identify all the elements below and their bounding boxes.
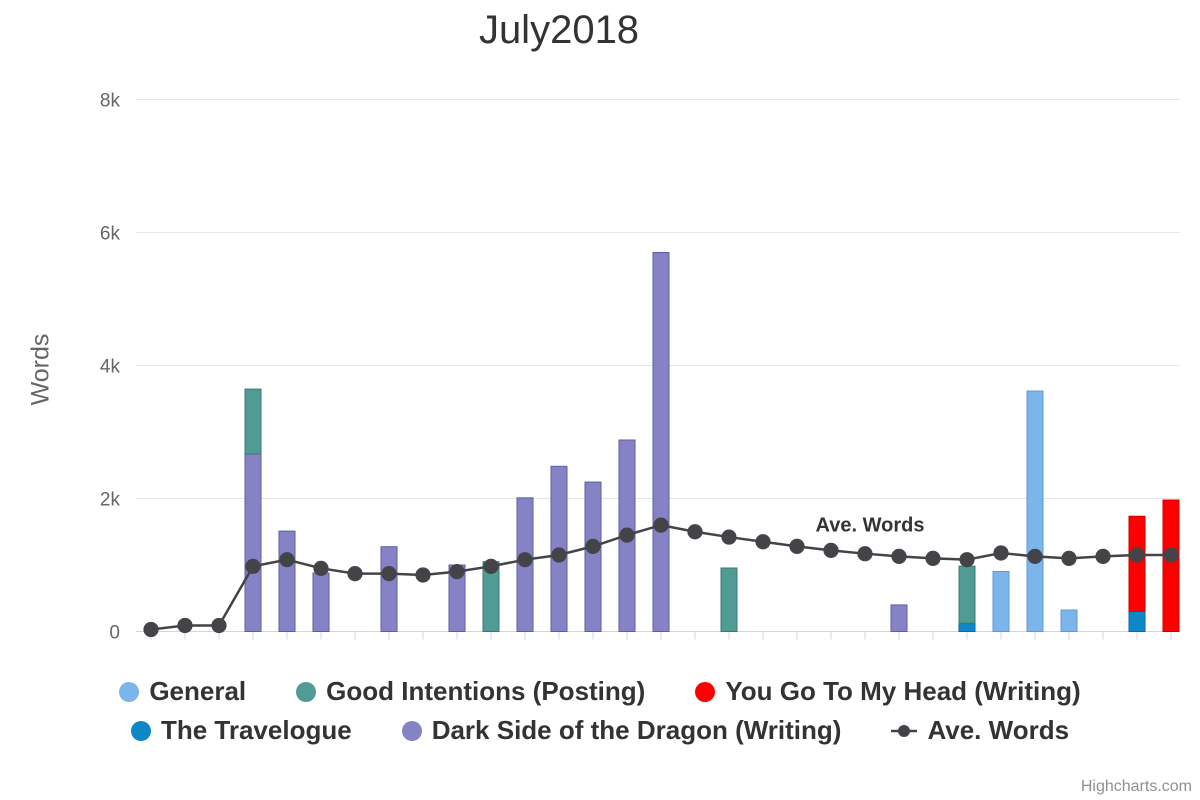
svg-text:6k: 6k: [100, 224, 121, 245]
svg-text:0: 0: [109, 623, 120, 644]
svg-text:2k: 2k: [100, 490, 121, 511]
svg-text:Ave. Words: Ave. Words: [816, 515, 925, 537]
svg-text:8k: 8k: [100, 91, 121, 112]
svg-text:4k: 4k: [100, 357, 121, 378]
